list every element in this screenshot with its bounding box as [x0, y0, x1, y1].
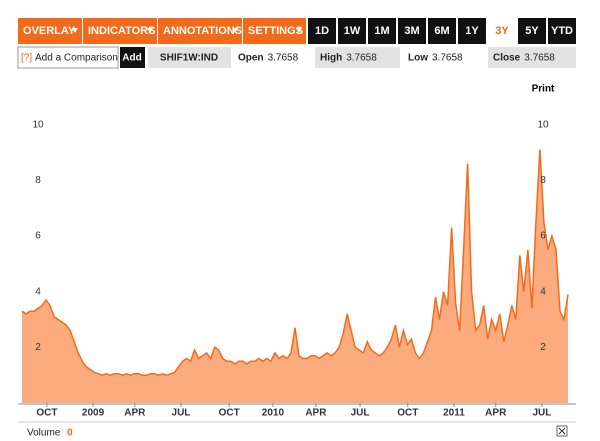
volume-label: Volume [27, 428, 61, 439]
y-tick-label-right: 2 [540, 342, 546, 353]
area-fill [22, 149, 568, 403]
dropdown-arrow [296, 28, 302, 33]
period-label: 3M [404, 25, 419, 37]
y-tick-label-right: 8 [540, 175, 546, 186]
dropdown-arrow [232, 28, 238, 33]
x-tick-label: OCT [219, 408, 240, 419]
x-tick-label: APR [305, 408, 327, 419]
ticker: SHIF1W:IND [160, 53, 218, 64]
add-label: Add [122, 53, 141, 64]
volume-value: 0 [67, 428, 73, 439]
menu-button[interactable] [243, 18, 306, 44]
close-icon [558, 427, 566, 435]
print-link[interactable]: Print [532, 84, 555, 95]
period-label: YTD [551, 25, 573, 37]
quote-label: Open [238, 53, 264, 64]
x-tick-label: JUL [351, 408, 370, 419]
menu-label: INDICATORS [88, 25, 155, 37]
period-button[interactable] [338, 18, 366, 44]
period-label: 5Y [525, 25, 539, 37]
area-line [21, 149, 569, 376]
y-tick-label-right: 6 [540, 231, 546, 242]
dropdown-arrow [72, 28, 78, 33]
menu-label: ANNOTATIONS [163, 25, 242, 37]
period-button[interactable] [368, 18, 396, 44]
period-label: 1W [344, 25, 361, 37]
x-tick-label: 2011 [443, 408, 465, 419]
menu-button[interactable] [83, 18, 157, 44]
y-tick-label: 2 [35, 342, 41, 353]
x-tick-label: APR [485, 408, 507, 419]
period-button[interactable] [548, 18, 576, 44]
comparison-placeholder: Add a Comparison [35, 53, 118, 64]
quote-label: High [320, 53, 342, 64]
x-tick-label: 2010 [262, 408, 285, 419]
period-button[interactable] [428, 18, 456, 44]
period-label: 1Y [465, 25, 479, 37]
x-tick-label: JUL [532, 408, 551, 419]
quote-value: 3.7658 [268, 53, 299, 64]
quote-label: Close [493, 53, 521, 64]
quote-value: 3.7658 [346, 53, 377, 64]
quote-value: 3.7658 [524, 53, 555, 64]
period-label: 3Y [495, 25, 509, 37]
help-link[interactable]: [?] [21, 53, 32, 64]
dropdown-arrow [147, 28, 153, 33]
quote-field [315, 47, 400, 68]
period-label: 1D [315, 25, 329, 37]
menu-label: SETTINGS [248, 25, 303, 37]
x-tick-label: APR [124, 408, 146, 419]
x-tick-label: OCT [397, 408, 418, 419]
quote-label: Low [408, 53, 428, 64]
quote-field [233, 47, 310, 68]
y-tick-label-right: 4 [540, 286, 546, 297]
period-label: 1M [374, 25, 389, 37]
period-button[interactable] [518, 18, 546, 44]
x-tick-label: OCT [36, 408, 57, 419]
menu-button[interactable] [158, 18, 242, 44]
menu-label: OVERLAY [23, 25, 76, 37]
comparison-input[interactable] [17, 46, 119, 69]
menu-button[interactable] [18, 18, 82, 44]
ticker-box [148, 47, 231, 68]
period-button[interactable] [398, 18, 426, 44]
period-label: 6M [434, 25, 449, 37]
period-button[interactable] [458, 18, 486, 44]
period-button[interactable] [308, 18, 336, 44]
y-tick-label: 4 [35, 286, 41, 297]
x-tick-label: JUL [172, 408, 191, 419]
y-tick-label: 10 [32, 119, 44, 130]
period-button[interactable] [488, 18, 516, 44]
quote-field [488, 47, 576, 68]
add-button[interactable] [120, 47, 145, 68]
y-tick-label-right: 10 [537, 119, 549, 130]
quote-value: 3.7658 [432, 53, 463, 64]
y-tick-label: 8 [35, 175, 41, 186]
quote-field [403, 47, 485, 68]
x-tick-label: 2009 [82, 408, 105, 419]
y-tick-label: 6 [35, 231, 41, 242]
